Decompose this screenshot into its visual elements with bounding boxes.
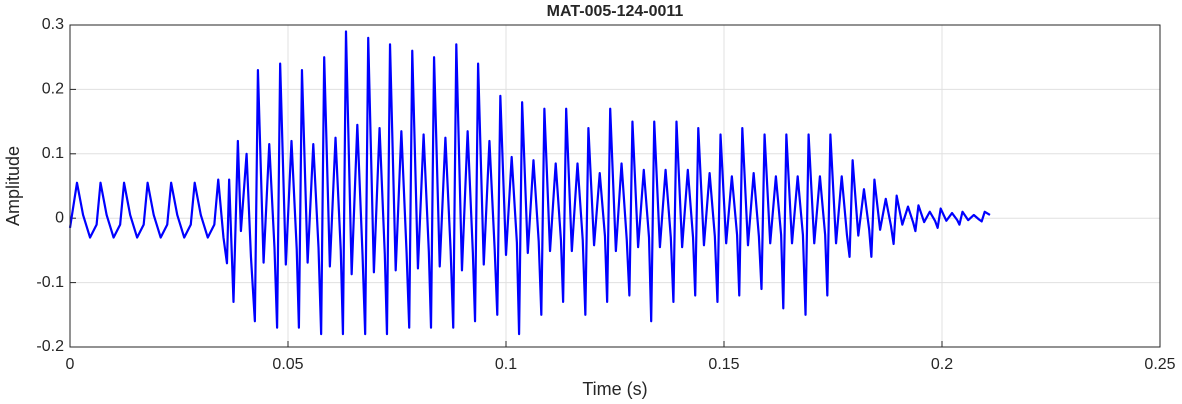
plot-frame <box>69 24 1161 348</box>
x-tick-label: 0 <box>66 356 75 373</box>
y-tick-label: 0.2 <box>42 81 64 98</box>
y-axis-label: Amplitude <box>3 146 23 226</box>
y-tick-label: -0.1 <box>36 274 64 291</box>
waveform <box>68 30 991 336</box>
x-tick-label: 0.2 <box>931 356 953 373</box>
y-tick-label: 0.1 <box>42 145 64 162</box>
y-tick-label: 0 <box>55 209 64 226</box>
x-tick-label: 0.05 <box>272 356 303 373</box>
chart-title: MAT-005-124-0011 <box>547 3 684 20</box>
x-tick-label: 0.1 <box>495 356 517 373</box>
y-tick-label: -0.2 <box>36 338 64 355</box>
x-axis-label: Time (s) <box>582 379 647 399</box>
x-tick-label: 0.25 <box>1144 356 1175 373</box>
x-tick-label: 0.15 <box>708 356 739 373</box>
y-tick-label: 0.3 <box>42 16 64 33</box>
